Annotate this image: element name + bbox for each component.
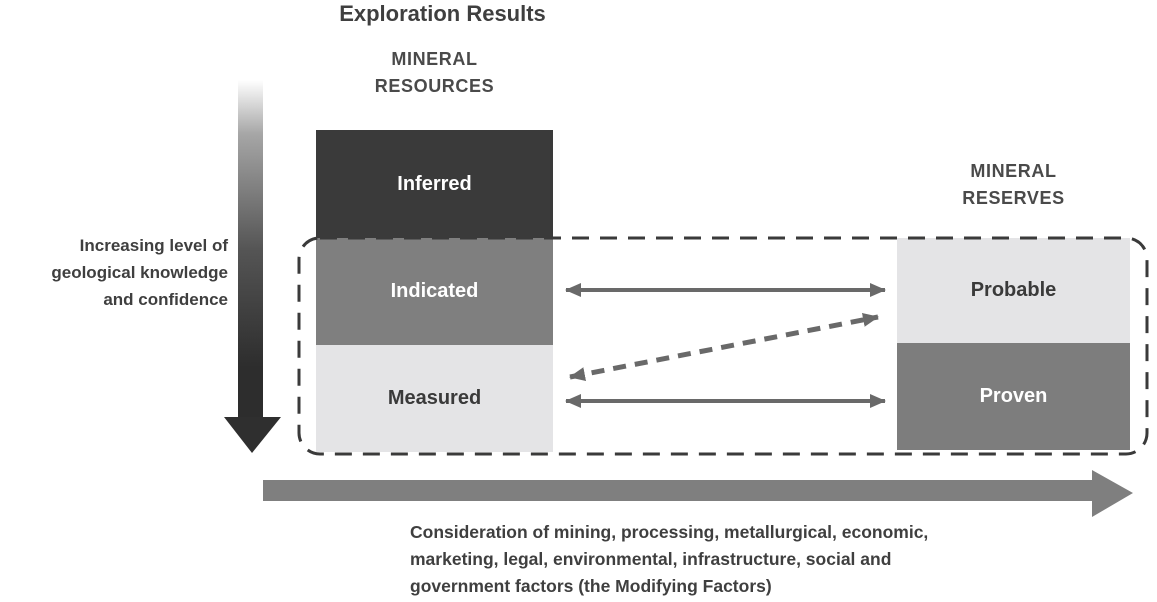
mineral-reserves-heading: MINERAL RESERVES xyxy=(962,161,1065,208)
modifying-factors-arrow xyxy=(263,470,1133,517)
caption-line-1: Consideration of mining, processing, met… xyxy=(410,522,929,542)
mineral-resources-column: Inferred Indicated Measured xyxy=(316,130,553,452)
proven-label: Proven xyxy=(979,385,1048,407)
proven-box: Proven xyxy=(897,343,1130,450)
measured-probable-dashed-arrow xyxy=(569,312,879,382)
probable-box: Probable xyxy=(897,238,1130,343)
knowledge-arrow-shaft xyxy=(238,80,263,418)
inferred-label: Inferred xyxy=(397,172,472,195)
geological-knowledge-axis-label: Increasing level of geological knowledge… xyxy=(0,232,228,313)
mineral-resources-heading: MINERAL RESOURCES xyxy=(374,49,495,96)
measured-box: Measured xyxy=(316,345,553,452)
axis-label-line-2: geological knowledge xyxy=(51,263,228,282)
probable-label: Probable xyxy=(970,279,1057,301)
modifying-factors-caption: Consideration of mining, processing, met… xyxy=(410,519,1050,600)
inferred-box: Inferred xyxy=(316,130,553,238)
caption-line-3: government factors (the Modifying Factor… xyxy=(410,576,772,596)
knowledge-arrow-head xyxy=(224,417,281,453)
diagram-title: Exploration Results xyxy=(339,1,546,26)
measured-label: Measured xyxy=(387,387,482,409)
mineral-reserves-column: Probable Proven xyxy=(897,238,1130,450)
axis-label-line-1: Increasing level of xyxy=(79,236,228,255)
indicated-label: Indicated xyxy=(390,280,479,302)
axis-label-line-3: and confidence xyxy=(103,290,228,309)
caption-line-2: marketing, legal, environmental, infrast… xyxy=(410,549,892,569)
knowledge-confidence-arrow xyxy=(224,80,281,453)
indicated-box: Indicated xyxy=(316,238,553,345)
